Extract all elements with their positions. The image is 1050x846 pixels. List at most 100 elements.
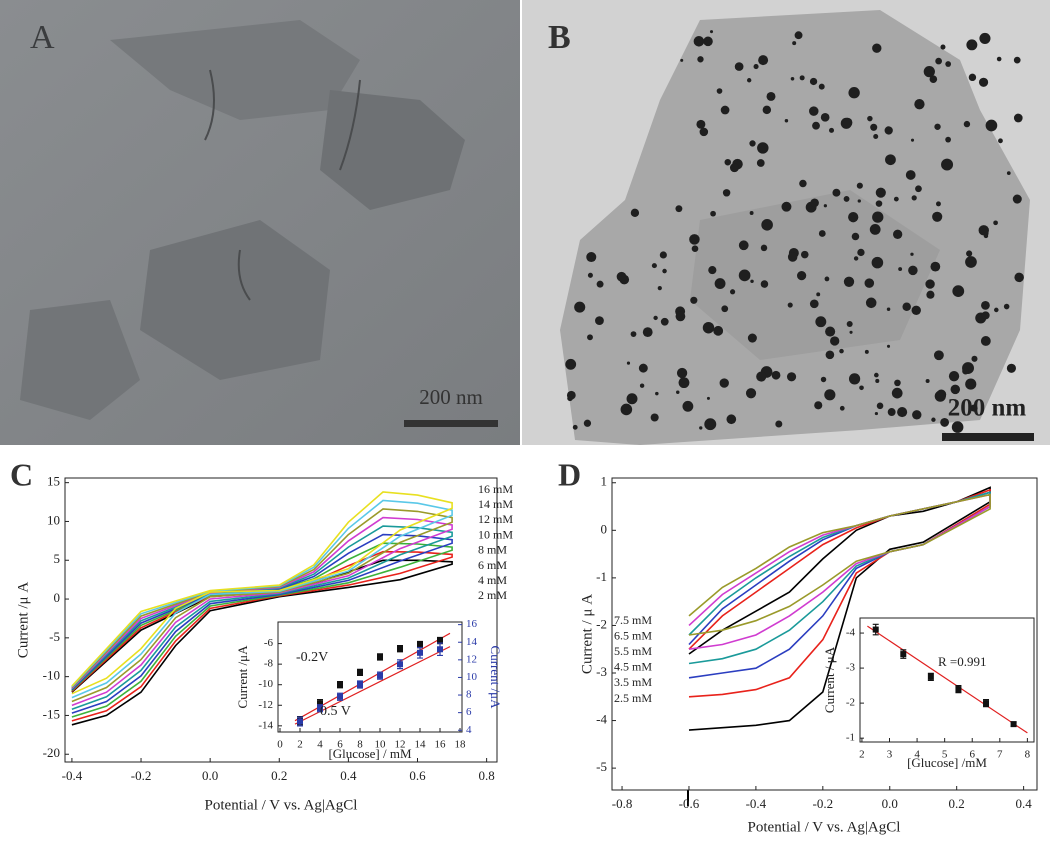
y-axis-label: Current /μA <box>235 645 250 709</box>
annotation: 6.5 mM <box>614 628 652 642</box>
particle <box>925 379 930 384</box>
cv-curve <box>71 491 453 695</box>
particle <box>750 279 754 284</box>
particle <box>790 76 795 81</box>
particle <box>902 302 911 312</box>
annotation: 8 mM <box>478 543 507 557</box>
x-tick-label: 0.0 <box>202 768 218 783</box>
cv-curve <box>688 488 991 698</box>
y-tick-label: -6 <box>264 637 274 649</box>
particle <box>638 363 648 373</box>
particle <box>1012 194 1022 204</box>
x-tick-label: -0.8 <box>612 796 633 811</box>
particle <box>689 234 700 245</box>
y-tick-label: -3 <box>596 664 607 679</box>
data-point <box>417 649 423 656</box>
particle <box>857 248 865 257</box>
particle <box>616 271 627 282</box>
particle <box>910 252 914 256</box>
particle <box>829 127 835 133</box>
fit-line <box>867 625 1028 734</box>
particle <box>867 115 873 122</box>
particle <box>830 336 840 346</box>
plot-frame <box>277 621 463 733</box>
cv-curve <box>688 486 991 731</box>
particle <box>574 301 586 313</box>
y2-tick-label: 6 <box>466 706 472 718</box>
x-tick-label: 7 <box>997 749 1003 761</box>
particle <box>787 252 798 262</box>
particle <box>676 390 680 394</box>
particle <box>940 44 946 50</box>
x-tick-label: -0.4 <box>746 796 767 811</box>
x-tick-label: -0.4 <box>62 768 83 783</box>
particle <box>876 402 884 410</box>
data-point <box>900 651 907 658</box>
panel-label: D <box>558 456 581 492</box>
particle <box>758 55 769 66</box>
particle <box>583 419 592 427</box>
particle <box>978 225 989 236</box>
particle <box>816 292 821 297</box>
data-point <box>437 637 443 644</box>
data-point <box>437 646 443 653</box>
particle <box>775 420 783 428</box>
particle <box>724 158 732 166</box>
y-tick-label: -5 <box>49 629 60 644</box>
panel-label: C <box>10 456 33 492</box>
y-tick-label: -14 <box>258 719 273 731</box>
particle <box>818 83 825 90</box>
particle <box>985 119 998 132</box>
particle <box>865 297 877 309</box>
particle <box>874 411 879 416</box>
x-tick-label: 0.2 <box>949 796 965 811</box>
particle <box>912 410 922 420</box>
particle <box>908 265 918 276</box>
particle <box>872 211 884 223</box>
particle <box>851 232 860 241</box>
y2-tick-label: 8 <box>466 689 472 701</box>
particle <box>657 285 662 291</box>
particle <box>965 378 977 390</box>
particle <box>572 424 578 430</box>
particle <box>935 57 942 65</box>
particle <box>993 220 998 226</box>
particle <box>781 201 792 212</box>
particle <box>941 158 954 171</box>
particle <box>885 154 896 166</box>
particle <box>971 355 978 362</box>
x-tick-label: 10 <box>375 739 387 751</box>
particle <box>812 121 820 130</box>
x-tick-label: 0.8 <box>479 768 495 783</box>
particle <box>565 358 577 370</box>
x-tick-label: -0.2 <box>813 796 834 811</box>
x-axis-label: Potential / V vs. Ag|AgCl <box>748 819 901 835</box>
particle <box>875 378 880 383</box>
y-tick-label: 0 <box>601 521 608 536</box>
x-tick-label: 0.6 <box>409 768 426 783</box>
particle <box>875 187 886 198</box>
scale-bar-label: 200 nm <box>419 385 483 409</box>
data-point <box>357 669 363 676</box>
y-tick-label: -4 <box>596 712 607 727</box>
particle <box>1013 113 1023 123</box>
annotation: 5.5 mM <box>614 644 652 658</box>
particle <box>809 299 819 309</box>
particle <box>859 385 864 391</box>
data-point <box>397 645 403 652</box>
x-tick-label: -0.2 <box>131 768 152 783</box>
particle <box>639 383 645 388</box>
particle <box>925 279 935 289</box>
particle <box>966 39 978 51</box>
particle <box>945 136 951 143</box>
y-tick-label: -2 <box>846 697 855 709</box>
data-point <box>377 653 383 660</box>
particle <box>936 201 941 207</box>
y-tick-label: -3 <box>846 662 856 674</box>
particle <box>720 105 730 115</box>
y2-axis-label: Current /μA <box>488 646 503 710</box>
particle <box>702 322 715 334</box>
y2-tick-label: 10 <box>466 671 478 683</box>
particle <box>787 302 793 308</box>
